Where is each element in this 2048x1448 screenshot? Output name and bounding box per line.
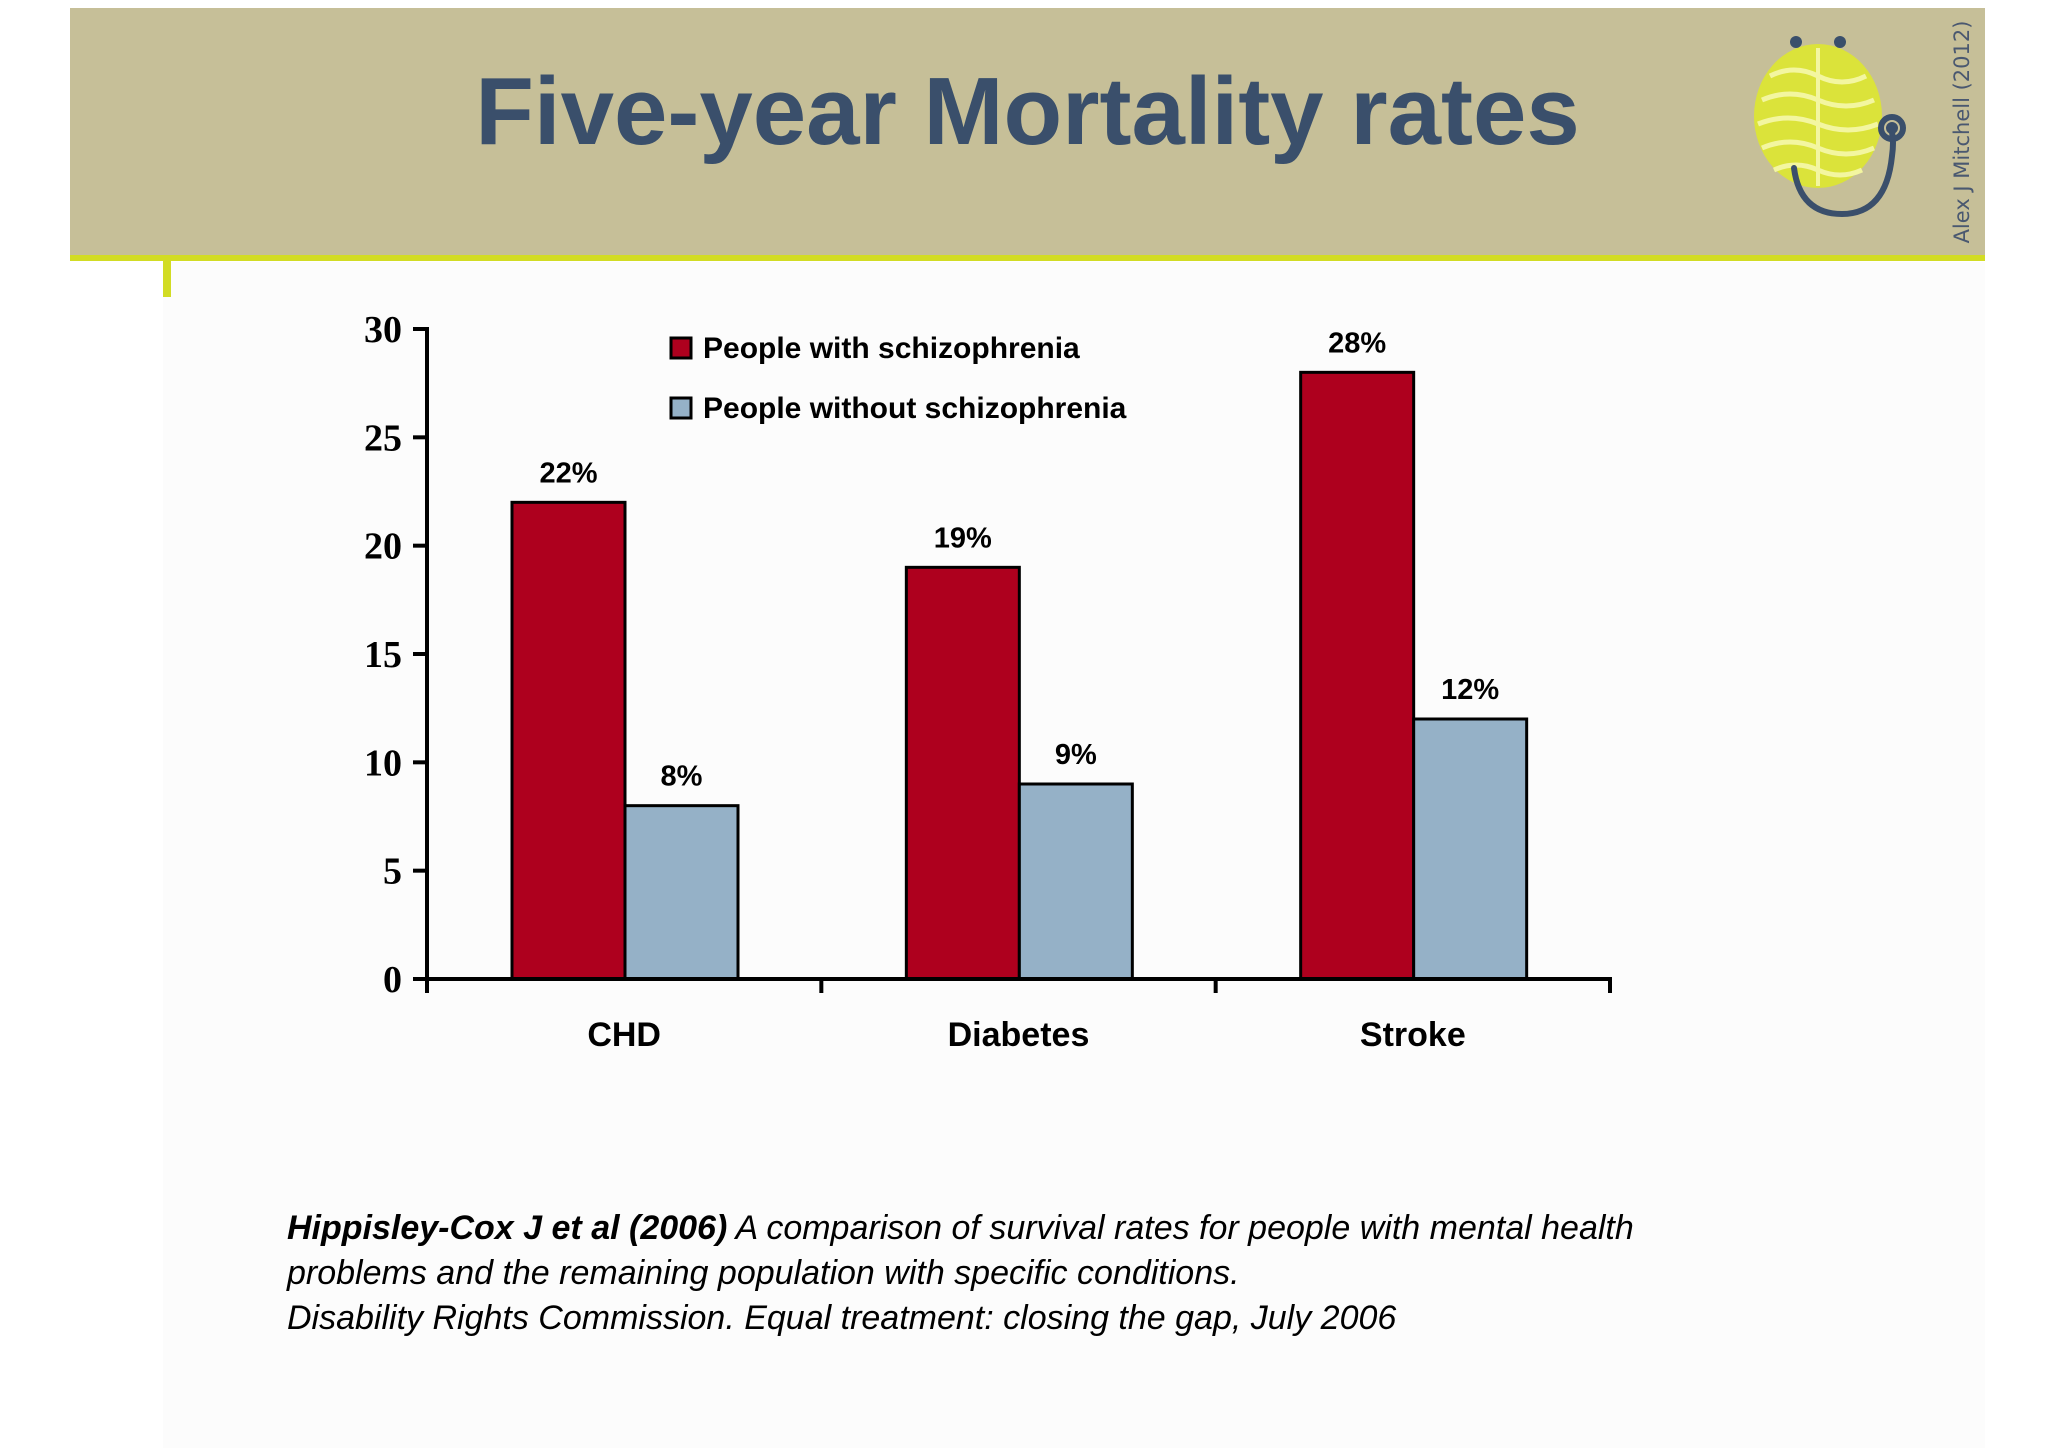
citation-line-3: Disability Rights Commission. Equal trea… bbox=[287, 1299, 1397, 1337]
y-tick-label-0: 0 bbox=[383, 959, 402, 1001]
citation-block: Hippisley-Cox J et al (2006) A compariso… bbox=[287, 1206, 1887, 1341]
x-tick-label-diabetes: Diabetes bbox=[948, 1016, 1090, 1054]
legend-label-series-1: People with schizophrenia bbox=[703, 332, 1080, 365]
bar-stroke-series-1 bbox=[1299, 370, 1416, 981]
bar-diabetes-series-2 bbox=[1017, 782, 1134, 981]
header-accent-rule bbox=[70, 255, 1985, 261]
x-tick-label-stroke: Stroke bbox=[1360, 1016, 1466, 1054]
y-tick-label-30: 30 bbox=[364, 309, 402, 351]
bars-layer bbox=[510, 370, 1529, 981]
citation-line-1: Hippisley-Cox J et al (2006) A compariso… bbox=[287, 1206, 1887, 1251]
bar-chd-series-2 bbox=[623, 804, 740, 981]
y-tick-label-15: 15 bbox=[364, 634, 402, 676]
header-band bbox=[70, 8, 1985, 255]
labels-layer: 22% 8% CHD 19% 9% Diabetes 28% 12% Stroke 0 5 10 15 2… bbox=[364, 309, 1499, 1054]
data-label-chd-series-2: 8% bbox=[661, 761, 703, 793]
data-label-chd-series-1: 22% bbox=[539, 457, 597, 489]
legend-swatch-series-1 bbox=[669, 336, 693, 360]
y-tick-label-5: 5 bbox=[383, 851, 402, 893]
axes-layer bbox=[413, 327, 1612, 993]
citation-title-part: A comparison of survival rates for peopl… bbox=[727, 1209, 1634, 1247]
brain-stethoscope-logo-icon bbox=[1754, 36, 1906, 218]
data-label-diabetes-series-2: 9% bbox=[1055, 739, 1097, 771]
header-accent-tick bbox=[163, 261, 171, 297]
data-label-stroke-series-1: 28% bbox=[1328, 327, 1386, 359]
slide-title: Five-year Mortality rates bbox=[475, 58, 1580, 165]
data-label-stroke-series-2: 12% bbox=[1441, 674, 1499, 706]
bar-chd-series-1 bbox=[510, 500, 627, 981]
y-tick-label-25: 25 bbox=[364, 417, 402, 459]
legend-swatch-series-2 bbox=[669, 396, 693, 420]
logo-brain bbox=[1754, 44, 1882, 188]
legend-label-series-2: People without schizophrenia bbox=[703, 392, 1127, 425]
citation-line-2: problems and the remaining population wi… bbox=[287, 1254, 1240, 1292]
citation-authors: Hippisley-Cox J et al (2006) bbox=[287, 1209, 728, 1247]
y-tick-label-10: 10 bbox=[364, 742, 402, 784]
chart-legend: People with schizophrenia People without … bbox=[669, 332, 1127, 425]
logo-stethoscope bbox=[1791, 114, 1906, 218]
bar-stroke-series-2 bbox=[1412, 717, 1529, 981]
data-label-diabetes-series-1: 19% bbox=[934, 522, 992, 554]
bar-diabetes-series-1 bbox=[904, 565, 1021, 981]
x-tick-label-chd: CHD bbox=[587, 1016, 661, 1054]
y-tick-label-20: 20 bbox=[364, 526, 402, 568]
